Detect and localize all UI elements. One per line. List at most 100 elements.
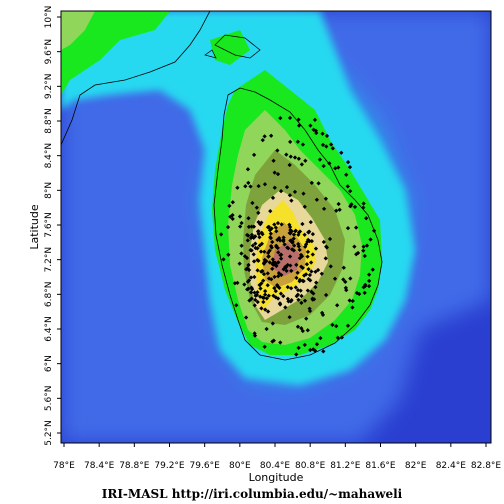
lon-tick-label: 80°E [229, 461, 251, 471]
station-marker [362, 253, 367, 259]
station-marker [248, 290, 254, 295]
station-marker [266, 293, 271, 298]
station-marker [268, 243, 274, 249]
lon-tick-label: 79.6°E [190, 461, 221, 471]
station-marker [245, 167, 251, 172]
station-marker [297, 229, 303, 234]
station-marker [321, 163, 326, 169]
station-marker [263, 292, 268, 297]
station-marker [270, 266, 275, 271]
station-marker [256, 183, 261, 189]
station-marker [252, 274, 257, 280]
station-marker [271, 338, 276, 343]
station-marker [341, 277, 346, 282]
station-marker [363, 282, 368, 287]
station-marker [255, 258, 260, 263]
station-marker [275, 237, 280, 242]
station-marker [287, 222, 292, 227]
lon-tick-label: 78.4°E [84, 461, 115, 471]
lat-tick-label: 9.6°N [44, 39, 54, 65]
station-marker [289, 198, 294, 203]
station-marker [275, 148, 280, 153]
station-marker [253, 293, 258, 298]
station-marker [267, 260, 272, 265]
station-marker [251, 252, 256, 257]
station-marker [294, 262, 299, 268]
station-marker [308, 219, 313, 225]
station-marker [321, 206, 327, 211]
station-marker [249, 296, 254, 301]
jaffna-islands [204, 34, 261, 59]
station-marker [344, 172, 349, 177]
station-marker [300, 142, 306, 147]
station-marker [246, 224, 252, 229]
station-marker [308, 347, 313, 353]
station-marker [270, 261, 275, 267]
lon-tick-label: 81.2°E [330, 461, 361, 471]
station-marker [289, 229, 294, 234]
lon-tick-label: 79.2°E [154, 461, 185, 471]
station-marker [273, 288, 278, 294]
station-marker [246, 278, 252, 283]
station-marker [278, 189, 284, 194]
station-marker [261, 278, 266, 283]
station-marker [303, 158, 308, 163]
station-marker [345, 323, 351, 328]
station-marker [299, 162, 304, 167]
station-marker [272, 222, 277, 227]
station-marker [249, 248, 254, 253]
station-marker [265, 271, 270, 276]
station-marker [235, 185, 240, 190]
station-marker [270, 195, 276, 200]
station-marker [300, 328, 305, 334]
station-marker [242, 254, 248, 259]
station-marker [239, 251, 244, 256]
station-marker [270, 321, 275, 326]
station-marker [304, 262, 310, 267]
station-marker [350, 305, 355, 310]
station-marker [366, 283, 372, 289]
station-marker [244, 315, 249, 320]
station-marker [288, 139, 293, 144]
station-marker [226, 252, 231, 257]
station-marker [295, 287, 301, 293]
station-marker [355, 250, 361, 256]
station-marker [309, 269, 314, 274]
station-marker [296, 297, 301, 302]
station-marker [301, 191, 306, 196]
station-marker [348, 204, 353, 209]
station-marker [364, 243, 370, 248]
station-marker [268, 236, 273, 241]
station-marker [336, 201, 341, 207]
station-marker [293, 228, 298, 233]
station-marker [261, 260, 267, 266]
station-marker [272, 285, 277, 291]
station-marker [273, 225, 279, 230]
station-marker [296, 241, 301, 247]
station-marker [364, 216, 369, 221]
station-marker [328, 264, 333, 269]
station-marker [314, 197, 319, 202]
lon-tick-label: 78°E [53, 461, 75, 471]
station-marker [255, 299, 260, 305]
station-marker [311, 291, 316, 296]
station-marker [300, 221, 305, 227]
station-marker [306, 230, 311, 235]
station-marker [339, 335, 344, 340]
station-marker [279, 222, 284, 227]
station-marker [228, 214, 233, 219]
station-marker [361, 244, 366, 249]
lon-tick-label: 78.8°E [119, 461, 150, 471]
station-marker [253, 297, 258, 303]
station-marker [302, 232, 307, 237]
station-marker [347, 165, 353, 170]
station-marker [336, 165, 341, 170]
station-marker [348, 276, 353, 281]
station-marker [292, 155, 298, 160]
station-marker [283, 305, 288, 310]
station-marker [352, 244, 357, 249]
station-marker [275, 220, 281, 226]
station-marker [305, 239, 310, 244]
station-marker [310, 296, 315, 301]
lat-tick-label: 9.2°N [44, 74, 54, 100]
